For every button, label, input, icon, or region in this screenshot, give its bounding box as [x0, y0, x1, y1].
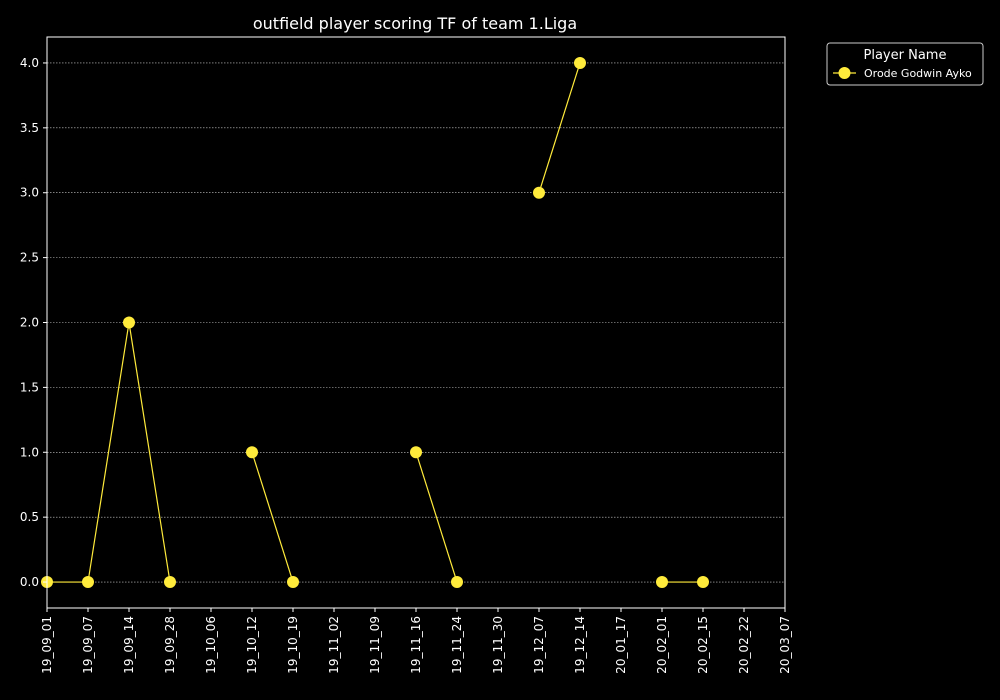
y-tick-label: 3.5 — [20, 121, 39, 135]
x-tick-label: 19_11_09 — [368, 616, 382, 674]
y-tick-label: 0.0 — [20, 575, 39, 589]
series-line-segment — [47, 322, 171, 583]
x-tick-label: 19_10_19 — [286, 616, 300, 674]
data-point — [697, 576, 709, 589]
legend-label: Orode Godwin Ayko — [864, 67, 972, 80]
x-tick-label: 19_09_28 — [163, 616, 177, 674]
chart-title: outfield player scoring TF of team 1.Lig… — [253, 14, 577, 33]
legend-box — [826, 42, 984, 86]
y-tick-label: 4.0 — [20, 56, 39, 70]
x-tick-label: 19_12_07 — [532, 616, 546, 674]
y-tick-label: 2.0 — [20, 316, 39, 330]
legend-marker-swatch — [838, 67, 851, 79]
data-point — [123, 316, 135, 329]
x-tick-label: 19_09_14 — [122, 616, 136, 674]
x-tick-label: 20_02_15 — [696, 616, 710, 674]
y-axis: 0.0 0.5 1.0 1.5 2.0 2.5 3.0 3.5 4.0 — [20, 56, 47, 589]
grid-lines — [47, 62, 785, 583]
data-point — [410, 446, 422, 459]
x-tick-label: 19_10_12 — [245, 616, 259, 674]
data-point — [574, 56, 586, 69]
data-point — [82, 576, 94, 589]
series-layer — [41, 56, 709, 589]
x-tick-label: 19_11_02 — [327, 616, 341, 674]
y-tick-label: 2.5 — [20, 251, 39, 265]
x-tick-label: 20_02_22 — [737, 616, 751, 674]
data-point — [451, 576, 463, 589]
data-point — [287, 576, 299, 589]
y-tick-label: 1.0 — [20, 445, 39, 459]
x-tick-label: 19_09_01 — [40, 616, 54, 674]
series-line-segment — [251, 452, 294, 583]
x-tick-label: 20_03_07 — [778, 616, 792, 674]
y-tick-label: 0.5 — [20, 510, 39, 524]
data-point — [246, 446, 258, 459]
x-tick-label: 19_11_30 — [491, 616, 505, 674]
x-tick-label: 19_10_06 — [204, 616, 218, 674]
legend-title: Player Name — [864, 48, 947, 63]
legend: Player Name Orode Godwin Ayko — [826, 42, 984, 86]
series-line-segment — [415, 452, 458, 583]
y-tick-label: 1.5 — [20, 380, 39, 394]
x-tick-label: 19_11_16 — [409, 616, 423, 674]
x-tick-label: 20_01_17 — [614, 616, 628, 674]
series-line-segment — [538, 62, 581, 193]
x-tick-label: 19_11_24 — [450, 616, 464, 674]
x-axis: 19_09_01 19_09_07 19_09_14 19_09_28 19_10_06… — [40, 608, 792, 674]
data-point — [533, 186, 545, 199]
y-tick-label: 3.0 — [20, 186, 39, 200]
data-point — [656, 576, 668, 589]
x-tick-label: 19_12_14 — [573, 616, 587, 674]
x-tick-label: 20_02_01 — [655, 616, 669, 674]
x-tick-label: 19_09_07 — [81, 616, 95, 674]
data-point — [164, 576, 176, 589]
